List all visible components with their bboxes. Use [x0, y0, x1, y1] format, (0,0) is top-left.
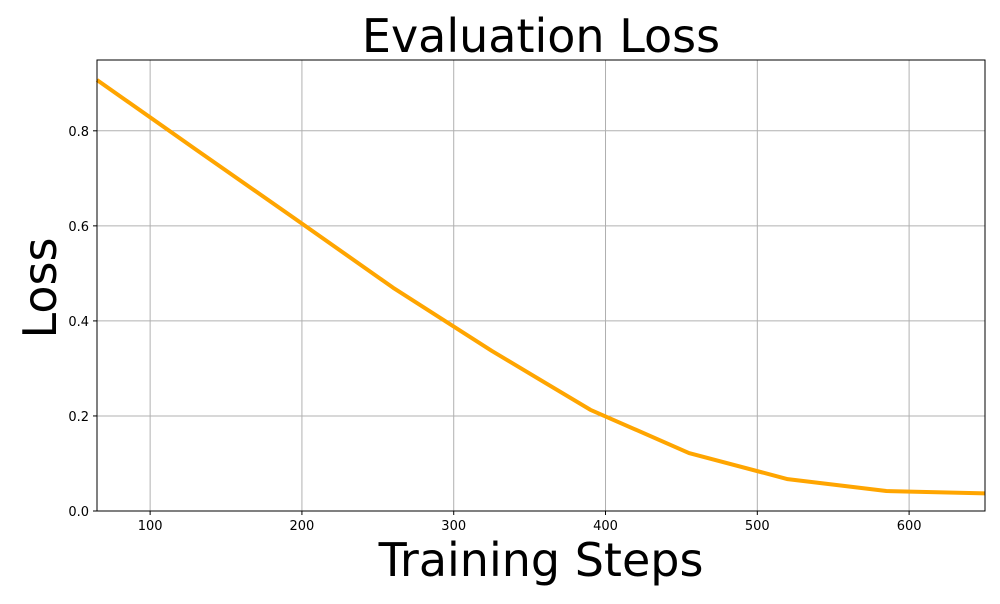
x-tick-label: 300	[441, 519, 466, 534]
y-tick-label: 0.6	[68, 220, 89, 235]
y-tick-label: 0.8	[68, 125, 89, 140]
x-tick-label: 500	[745, 519, 770, 534]
y-tick-label: 0.0	[68, 505, 89, 520]
ticks: 100 200 300 400 500 600 0.0 0.2 0.4 0.6 0.8	[68, 125, 921, 534]
x-tick-label: 600	[897, 519, 922, 534]
x-tick-label: 400	[593, 519, 618, 534]
y-tick-label: 0.4	[68, 315, 89, 330]
y-axis-label: Loss	[13, 238, 67, 339]
loss-line	[95, 78, 986, 496]
x-tick-label: 200	[290, 519, 315, 534]
series-layer	[95, 78, 986, 496]
grid	[97, 60, 985, 512]
x-tick-label: 100	[138, 519, 163, 534]
axes-frame	[96, 59, 986, 512]
chart-title: Evaluation Loss	[362, 9, 720, 63]
x-axis-label: Training Steps	[378, 533, 704, 587]
y-tick-label: 0.2	[68, 410, 89, 425]
